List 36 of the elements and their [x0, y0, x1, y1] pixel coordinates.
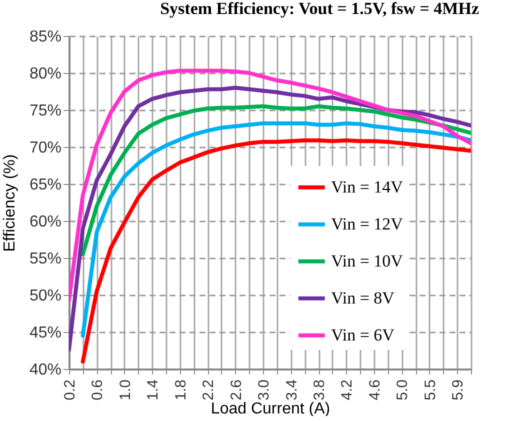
x-tick-label: 0.2	[62, 380, 78, 400]
legend-label: Vin = 14V	[331, 177, 404, 196]
y-tick-label: 40%	[29, 362, 62, 378]
y-tick-label: 85%	[29, 28, 62, 46]
x-tick-label: 2.2	[200, 380, 218, 400]
y-tick-label: 65%	[29, 176, 62, 194]
x-tick-label: 0.6	[89, 380, 106, 400]
line-series	[69, 68, 471, 302]
legend-label: Vin = 8V	[331, 288, 396, 308]
y-tick-label: 50%	[29, 288, 62, 304]
line-series	[80, 104, 471, 256]
x-tick-label: 4.6	[366, 380, 384, 400]
x-tick-label: 1.0	[116, 380, 134, 400]
x-tick-label: 1.8	[172, 380, 190, 400]
y-tick-label: 80%	[29, 66, 62, 82]
x-tick-label: 5.5	[422, 380, 439, 400]
x-tick-label: 5.0	[394, 380, 412, 400]
x-tick-label: 3.8	[311, 380, 328, 400]
legend-label: Vin = 10V	[331, 251, 404, 270]
y-tick-label: 45%	[29, 324, 62, 342]
y-tick-label: 55%	[29, 250, 62, 268]
x-tick-label: 3.4	[283, 380, 300, 400]
y-tick-label: 60%	[29, 214, 62, 230]
x-tick-label: 4.2	[338, 380, 356, 400]
legend-label: Vin = 12V	[331, 214, 404, 234]
x-tick-label: 3.0	[256, 380, 273, 400]
line-series	[80, 138, 471, 364]
line-series	[69, 86, 471, 352]
x-tick-label: 5.9	[450, 380, 467, 400]
chart-title: System Efficiency: Vout = 1.5V, fsw = 4MHz	[160, 0, 480, 18]
legend-label: Vin = 6V	[331, 325, 396, 344]
y-tick-label: 75%	[29, 102, 62, 120]
x-tick-label: 2.6	[228, 380, 245, 400]
y-axis-title: Efficiency (%)	[1, 154, 18, 252]
y-tick-label: 70%	[29, 140, 62, 156]
x-tick-label: 1.4	[144, 380, 162, 400]
